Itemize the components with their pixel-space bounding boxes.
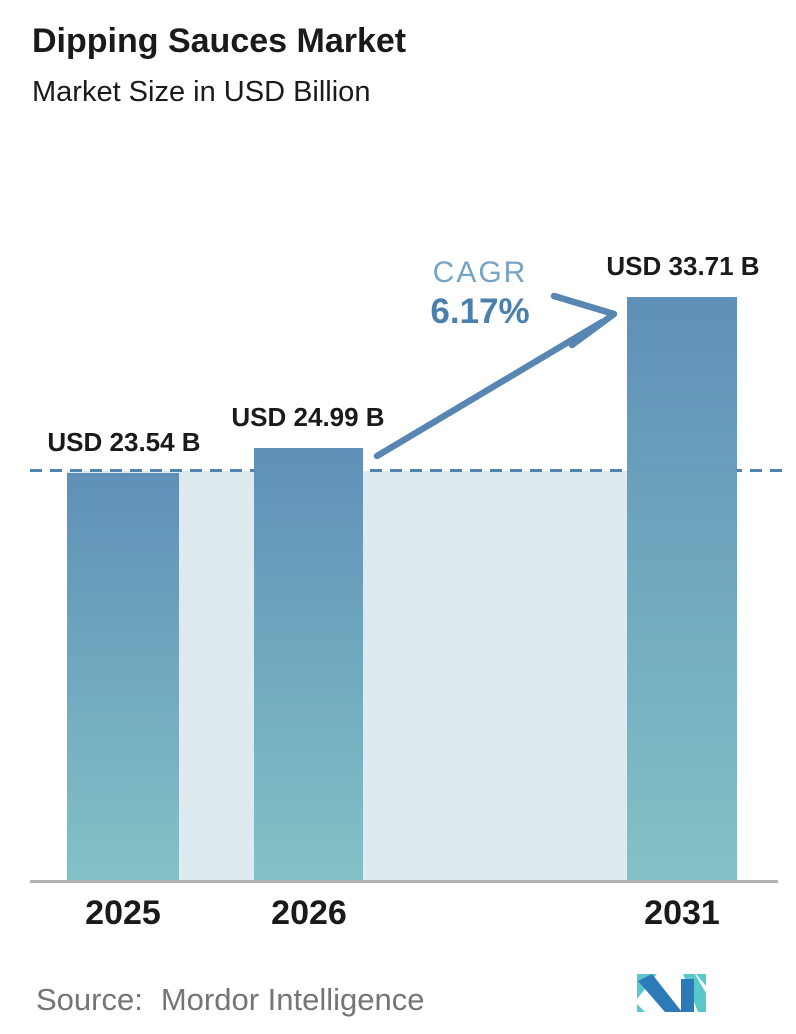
source-name: Mordor Intelligence	[160, 982, 425, 1017]
bar-value-label-2025: USD 23.54 B	[47, 427, 201, 457]
bar-2031	[627, 297, 737, 881]
x-tick-label-2026: 2026	[271, 894, 347, 932]
page-subtitle: Market Size in USD Billion	[32, 76, 371, 108]
bar-2026	[254, 448, 363, 881]
bar-value-label-2031: USD 33.71 B	[606, 251, 760, 281]
x-axis-line	[30, 880, 778, 883]
bar-2025	[67, 473, 179, 881]
page-title: Dipping Sauces Market	[32, 22, 407, 60]
x-tick-label-2031: 2031	[644, 894, 720, 932]
cagr-value: 6.17%	[430, 292, 530, 331]
source-label: Source:	[36, 982, 143, 1017]
cagr-arrow-head-icon	[550, 292, 618, 349]
cagr-annotation: CAGR 6.17%	[430, 255, 529, 333]
x-tick-label-2025: 2025	[85, 894, 161, 932]
cagr-arrow-line	[373, 318, 606, 460]
source-attribution: Source: Mordor Intelligence	[36, 982, 424, 1018]
bar-value-label-2026: USD 24.99 B	[231, 402, 385, 432]
cagr-label: CAGR	[432, 256, 528, 289]
mordor-intelligence-logo	[637, 974, 706, 1012]
